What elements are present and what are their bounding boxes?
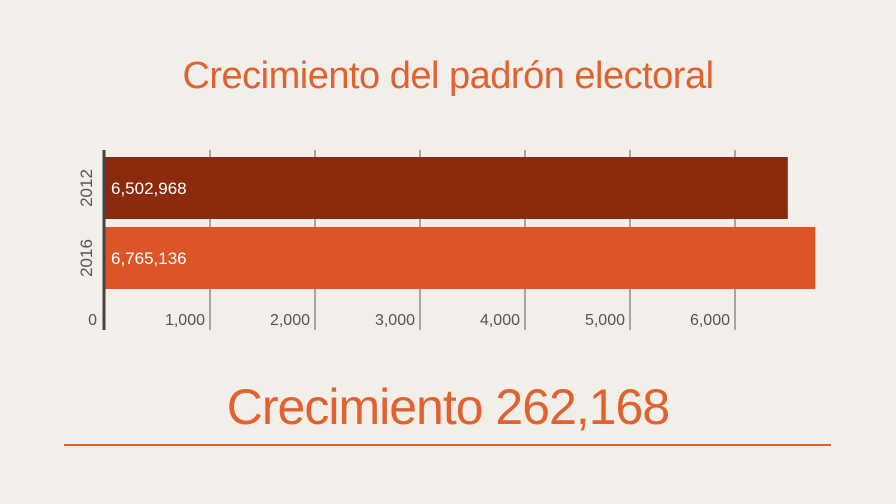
labels: 0 1,000 2,000 3,000 4,000 5,000 6,000 6,502,968…	[77, 169, 730, 329]
bar-2016	[105, 227, 816, 289]
x-tick-label: 2,000	[270, 312, 310, 329]
chart-title: Crecimiento del padrón electoral	[182, 55, 714, 97]
x-tick-label: 4,000	[480, 312, 520, 329]
bar-value-label: 6,765,136	[111, 249, 187, 268]
bar-chart: 0 1,000 2,000 3,000 4,000 5,000 6,000 6,502,968…	[77, 150, 816, 330]
x-tick-label: 0	[88, 312, 97, 329]
x-tick-label: 5,000	[585, 312, 625, 329]
category-label: 2016	[77, 239, 96, 277]
category-label: 2012	[77, 169, 96, 207]
growth-summary: Crecimiento 262,168	[226, 379, 670, 435]
x-tick-label: 1,000	[165, 312, 205, 329]
bars	[102, 150, 816, 330]
x-tick-label: 6,000	[690, 312, 730, 329]
summary-underline	[64, 444, 831, 446]
bar-value-label: 6,502,968	[111, 179, 187, 198]
bar-2012	[105, 157, 788, 219]
x-tick-label: 3,000	[375, 312, 415, 329]
